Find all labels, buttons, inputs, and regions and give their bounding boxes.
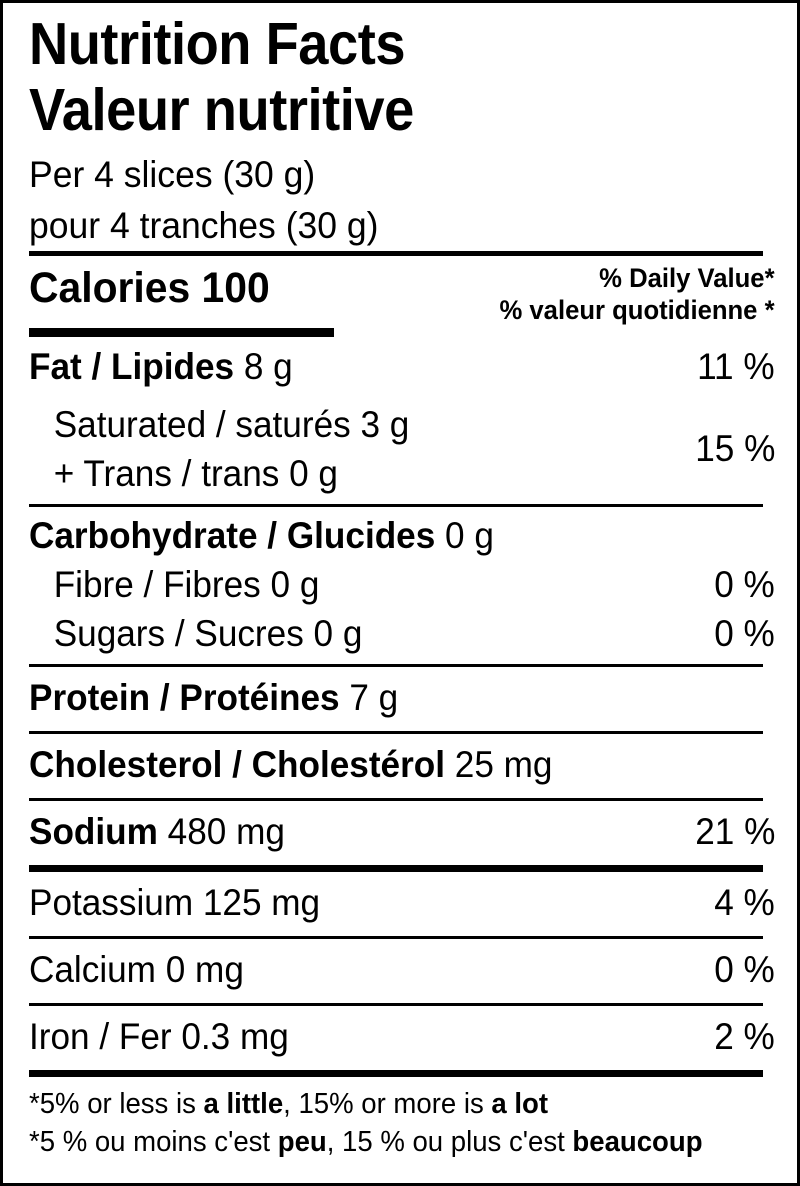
sodium-amount: 480 mg bbox=[167, 811, 285, 852]
sodium-label: Sodium 480 mg bbox=[29, 807, 658, 857]
nutrient-row-iron: Iron / Fer 0.3 mg 2 % bbox=[29, 1006, 775, 1070]
calcium-name: Calcium bbox=[29, 949, 156, 990]
potassium-label: Potassium 125 mg bbox=[29, 878, 677, 928]
label-title-french: Valeur nutritive bbox=[29, 77, 414, 143]
divider-above-carbohydrate bbox=[29, 504, 763, 507]
nutrient-row-protein: Protein / Protéines 7 g bbox=[29, 667, 775, 731]
footnote-fr-bold1: peu bbox=[277, 1126, 327, 1158]
trans-amount: 0 g bbox=[289, 453, 338, 494]
calories-block: Calories 100 % Daily Value* % valeur quo… bbox=[29, 256, 775, 326]
serving-size-french: pour 4 tranches (30 g) bbox=[29, 205, 379, 246]
protein-amount: 7 g bbox=[349, 677, 399, 718]
calcium-percent: 0 % bbox=[714, 949, 775, 990]
saturated-trans-lines: Saturated / saturés 3 g + Trans / trans … bbox=[29, 400, 691, 498]
sugars-label: Sugars / Sucres 0 g bbox=[29, 609, 677, 658]
daily-value-header-english: % Daily Value* bbox=[599, 263, 775, 293]
divider-above-iron bbox=[29, 1003, 763, 1006]
cholesterol-label: Cholesterol / Cholestérol 25 mg bbox=[29, 740, 738, 790]
footnote-fr-part1: *5 % ou moins c'est bbox=[29, 1126, 278, 1158]
calcium-amount: 0 mg bbox=[165, 949, 244, 990]
sodium-percent: 21 % bbox=[694, 811, 775, 852]
footnote-en-part1: *5% or less is bbox=[29, 1088, 204, 1120]
divider-above-calories bbox=[29, 251, 763, 256]
carbohydrate-label: Carbohydrate / Glucides 0 g bbox=[29, 511, 738, 560]
divider-above-calcium bbox=[29, 936, 763, 939]
saturated-name: Saturated / saturés bbox=[53, 404, 351, 445]
nutrient-row-calcium: Calcium 0 mg 0 % bbox=[29, 939, 775, 1003]
nutrient-row-fibre: Fibre / Fibres 0 g 0 % bbox=[29, 560, 775, 609]
fibre-label: Fibre / Fibres 0 g bbox=[29, 560, 677, 609]
fibre-name: Fibre / Fibres bbox=[53, 564, 261, 605]
carbohydrate-name: Carbohydrate / Glucides bbox=[29, 515, 436, 556]
carbohydrate-group: Carbohydrate / Glucides 0 g Fibre / Fibr… bbox=[29, 507, 775, 664]
calories-value: Calories 100 bbox=[29, 264, 270, 312]
serving-size-english: Per 4 slices (30 g) bbox=[29, 154, 316, 195]
daily-value-header: % Daily Value* % valeur quotidienne * bbox=[500, 256, 775, 326]
divider-above-cholesterol bbox=[29, 731, 763, 734]
iron-name: Iron / Fer bbox=[29, 1016, 172, 1057]
sugars-amount: 0 g bbox=[313, 613, 363, 654]
footnote-en-bold2: a lot bbox=[491, 1088, 549, 1120]
nutrient-row-sodium: Sodium 480 mg 21 % bbox=[29, 801, 775, 865]
nutrient-row-sugars: Sugars / Sucres 0 g 0 % bbox=[29, 609, 775, 658]
sugars-percent: 0 % bbox=[714, 613, 775, 654]
saturated-amount: 3 g bbox=[360, 404, 410, 445]
fat-amount: 8 g bbox=[243, 346, 293, 387]
divider-above-sodium bbox=[29, 798, 763, 801]
divider-above-micronutrients bbox=[29, 865, 763, 872]
footnote-french: *5 % ou moins c'est peu, 15 % ou plus c'… bbox=[29, 1123, 738, 1161]
saturated-trans-percent: 15 % bbox=[694, 428, 775, 469]
calcium-label: Calcium 0 mg bbox=[29, 945, 677, 995]
nutrient-row-fat: Fat / Lipides 8 g 11 % bbox=[29, 337, 775, 398]
iron-amount: 0.3 mg bbox=[181, 1016, 289, 1057]
carbohydrate-amount: 0 g bbox=[445, 515, 494, 556]
divider-above-footnote bbox=[29, 1070, 763, 1077]
daily-value-header-french: % valeur quotidienne * bbox=[499, 295, 775, 325]
label-title-english: Nutrition Facts bbox=[29, 11, 406, 77]
fat-name: Fat / Lipides bbox=[29, 346, 235, 387]
nutrient-row-cholesterol: Cholesterol / Cholestérol 25 mg bbox=[29, 734, 775, 798]
nutrient-row-saturated-trans: Saturated / saturés 3 g + Trans / trans … bbox=[29, 398, 775, 504]
footnote-english: *5% or less is a little, 15% or more is … bbox=[29, 1077, 738, 1123]
iron-percent: 2 % bbox=[714, 1016, 775, 1057]
cholesterol-name: Cholesterol / Cholestérol bbox=[29, 744, 446, 785]
cholesterol-amount: 25 mg bbox=[454, 744, 553, 785]
trans-label: + Trans / trans 0 g bbox=[29, 449, 658, 498]
iron-label: Iron / Fer 0.3 mg bbox=[29, 1012, 677, 1062]
footnote-fr-part2: , 15 % ou plus c'est bbox=[326, 1126, 573, 1158]
fat-percent: 11 % bbox=[697, 346, 775, 387]
trans-name: + Trans / trans bbox=[53, 453, 280, 494]
sodium-name: Sodium bbox=[29, 811, 158, 852]
protein-name: Protein / Protéines bbox=[29, 677, 340, 718]
footnote-fr-bold2: beaucoup bbox=[572, 1126, 703, 1158]
sugars-name: Sugars / Sucres bbox=[53, 613, 304, 654]
footnote-en-part2: , 15% or more is bbox=[283, 1088, 492, 1120]
fibre-percent: 0 % bbox=[714, 564, 775, 605]
divider-above-protein bbox=[29, 664, 763, 667]
fat-label: Fat / Lipides 8 g bbox=[29, 342, 660, 392]
nutrient-row-potassium: Potassium 125 mg 4 % bbox=[29, 872, 775, 936]
nutrient-row-carbohydrate: Carbohydrate / Glucides 0 g bbox=[29, 511, 775, 560]
protein-label: Protein / Protéines 7 g bbox=[29, 673, 738, 723]
potassium-percent: 4 % bbox=[714, 882, 775, 923]
potassium-name: Potassium bbox=[29, 882, 194, 923]
footnote-en-bold1: a little bbox=[203, 1088, 284, 1120]
divider-below-calories bbox=[29, 328, 334, 337]
fibre-amount: 0 g bbox=[270, 564, 320, 605]
potassium-amount: 125 mg bbox=[202, 882, 321, 923]
saturated-label: Saturated / saturés 3 g bbox=[29, 400, 658, 449]
label-inner: Nutrition Facts Valeur nutritive Per 4 s… bbox=[3, 3, 797, 1183]
